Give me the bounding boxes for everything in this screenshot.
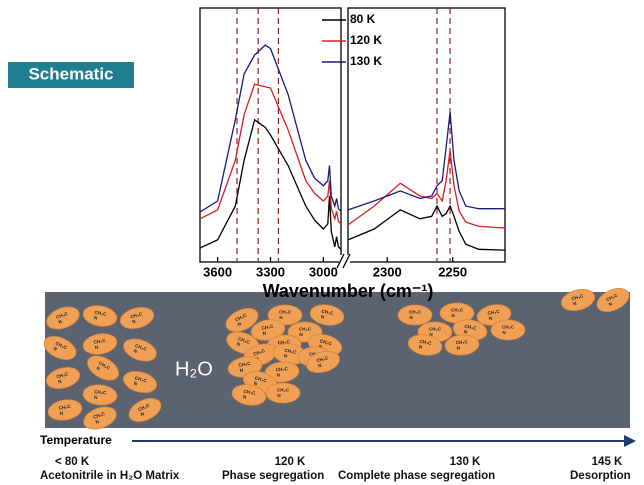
stage-temperature: 120 K	[275, 456, 306, 468]
temperature-label: Temperature	[40, 433, 112, 447]
legend-label: 130 K	[350, 54, 382, 68]
schematic-label: Schematic	[28, 64, 113, 83]
molecule-label: CH₃C	[299, 327, 312, 332]
stage-description: Complete phase segregation	[338, 470, 495, 482]
spectrum-line	[348, 150, 505, 228]
arrow-head	[624, 435, 636, 447]
stage-temperature: 130 K	[450, 456, 481, 468]
x-tick-label: 3600	[203, 264, 232, 279]
spectrum-line	[200, 45, 341, 212]
medium-label: H₂O	[175, 358, 213, 380]
molecule-label: CH₃C	[429, 327, 442, 332]
spectrum-line	[200, 84, 341, 224]
x-tick-label: 2300	[373, 264, 402, 279]
spectrum-line	[348, 112, 505, 210]
molecule-label: CH₃C	[279, 310, 292, 315]
figure: Schematic H₂O Temperature 3600 3300 3000 23…	[0, 0, 644, 485]
stage-temperature: < 80 K	[55, 456, 90, 468]
molecule: CH₃CN	[491, 320, 525, 340]
molecule-label: CH₃C	[277, 388, 290, 393]
legend-label: 80 K	[350, 12, 376, 26]
stage-description: Acetonitrile in H₂O Matrix	[40, 470, 180, 482]
molecule-label: CH₃C	[451, 308, 464, 313]
x-tick-label: 3300	[256, 264, 285, 279]
legend-label: 120 K	[350, 33, 382, 47]
stage-temperature: 145 K	[592, 456, 623, 468]
molecule-body	[266, 383, 300, 403]
stage-description: Phase segregation	[222, 470, 324, 482]
spectrum-line	[348, 206, 505, 250]
molecule-label: CH₃C	[502, 325, 515, 330]
x-tick-label: 3000	[309, 264, 338, 279]
molecule-body	[398, 305, 432, 325]
molecule-body	[491, 320, 525, 340]
stages: < 80 K Acetonitrile in H₂O Matrix 120 K Pha…	[40, 456, 631, 482]
x-axis-label: Wavenumber (cm⁻¹)	[263, 281, 434, 301]
plot: 3600 3300 3000 2300 2250 Wavenumber (cm⁻¹) 80 …	[200, 8, 505, 301]
molecule-label: CH₃C	[409, 310, 422, 315]
x-tick-label: 2250	[438, 264, 467, 279]
stage-description: Desorption	[570, 470, 631, 482]
